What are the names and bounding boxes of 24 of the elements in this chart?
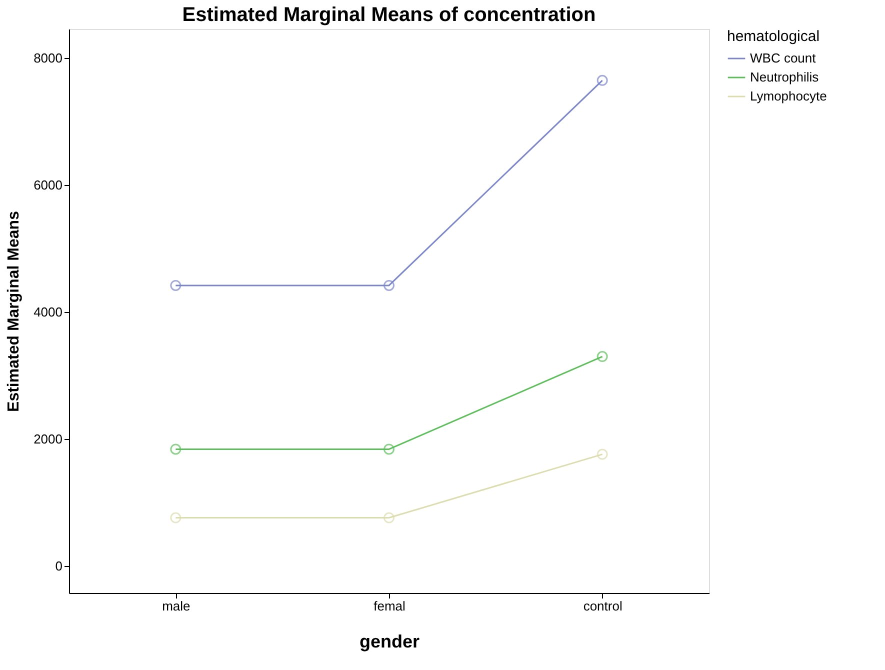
y-tick-label: 8000 bbox=[34, 50, 62, 66]
point bbox=[170, 444, 182, 455]
y-axis-title: Estimated Marginal Means bbox=[6, 210, 23, 412]
point bbox=[596, 74, 608, 86]
y-tick-label: 0 bbox=[55, 558, 62, 574]
point bbox=[384, 280, 394, 291]
y-tick-label: 6000 bbox=[34, 178, 62, 193]
x-axis-title: gender bbox=[359, 632, 420, 652]
point bbox=[596, 448, 608, 460]
y-tick-label: 2000 bbox=[34, 432, 62, 447]
legend-label: Lymophocyte bbox=[750, 88, 827, 104]
legend-title: hematological bbox=[727, 28, 820, 45]
point bbox=[170, 512, 182, 524]
point bbox=[384, 512, 394, 524]
legend-label: Neutrophilis bbox=[750, 70, 820, 84]
point bbox=[384, 444, 394, 455]
point bbox=[596, 351, 608, 362]
x-tick-label: control bbox=[583, 598, 622, 614]
legend-label: WBC count bbox=[750, 50, 816, 66]
y-tick-label: 4000 bbox=[34, 304, 62, 320]
point bbox=[170, 280, 182, 291]
x-tick-label: femal bbox=[374, 598, 406, 614]
x-tick-label: male bbox=[162, 598, 190, 614]
chart-title: Estimated Marginal Means of concentration bbox=[182, 4, 596, 26]
